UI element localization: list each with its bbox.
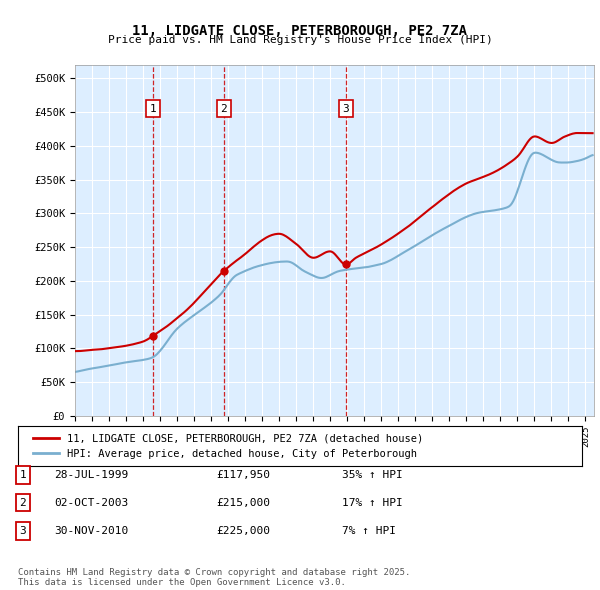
- Text: 2: 2: [19, 498, 26, 507]
- Text: £225,000: £225,000: [216, 526, 270, 536]
- Text: 30-NOV-2010: 30-NOV-2010: [54, 526, 128, 536]
- Text: 02-OCT-2003: 02-OCT-2003: [54, 498, 128, 507]
- Text: 11, LIDGATE CLOSE, PETERBOROUGH, PE2 7ZA: 11, LIDGATE CLOSE, PETERBOROUGH, PE2 7ZA: [133, 24, 467, 38]
- Text: 28-JUL-1999: 28-JUL-1999: [54, 470, 128, 480]
- Text: 1: 1: [149, 104, 157, 114]
- Text: Price paid vs. HM Land Registry's House Price Index (HPI): Price paid vs. HM Land Registry's House …: [107, 35, 493, 45]
- Text: 1: 1: [19, 470, 26, 480]
- Text: 3: 3: [19, 526, 26, 536]
- Text: Contains HM Land Registry data © Crown copyright and database right 2025.
This d: Contains HM Land Registry data © Crown c…: [18, 568, 410, 587]
- Legend: 11, LIDGATE CLOSE, PETERBOROUGH, PE2 7ZA (detached house), HPI: Average price, d: 11, LIDGATE CLOSE, PETERBOROUGH, PE2 7ZA…: [29, 430, 428, 463]
- Text: 7% ↑ HPI: 7% ↑ HPI: [342, 526, 396, 536]
- Text: £215,000: £215,000: [216, 498, 270, 507]
- Text: £117,950: £117,950: [216, 470, 270, 480]
- Text: 3: 3: [343, 104, 349, 114]
- Text: 17% ↑ HPI: 17% ↑ HPI: [342, 498, 403, 507]
- Text: 2: 2: [221, 104, 227, 114]
- Text: 35% ↑ HPI: 35% ↑ HPI: [342, 470, 403, 480]
